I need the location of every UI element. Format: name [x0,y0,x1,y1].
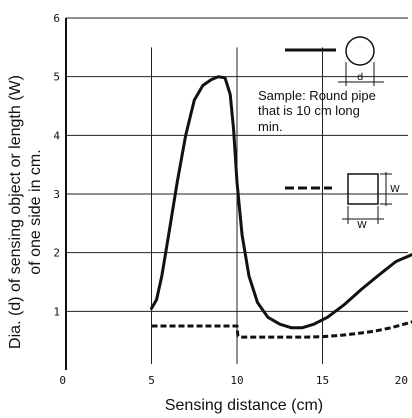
square-plate-icon [347,173,379,205]
legend-round-pipe: d [285,36,384,86]
x-tick-label-15: 15 [316,374,329,387]
y-axis-label-line1: Dia. (d) of sensing object or length (W) [7,75,24,349]
y-tick-label-3: 3 [53,188,60,201]
x-tick-label-5: 5 [148,374,155,387]
y-tick-label-5: 5 [53,71,60,84]
y-tick-label-1: 1 [53,305,60,318]
x-axis-label: Sensing distance (cm) [165,397,323,414]
y-tick-label-6: 6 [53,12,60,25]
series-dashed-line [151,320,412,339]
square-plate-dim-v-label: W [390,184,400,195]
round-pipe-dim-label: d [357,72,363,83]
sample-note-line2: that is 10 cm long [258,103,360,118]
legend-square-plate: W W [285,172,400,231]
y-axis-label-line2: of one side in cm. [27,149,44,274]
grid-lines [66,17,408,364]
y-tick-label-2: 2 [53,247,60,260]
sample-note-line3: min. [258,119,283,134]
y-axis-label-line2-group: of one side in cm. [27,149,44,274]
square-plate-dim-h-label: W [357,220,367,231]
y-tick-label-4: 4 [53,129,60,142]
y-axis-label-group: Dia. (d) of sensing object or length (W) [7,75,24,349]
sample-note: Sample: Round pipe that is 10 cm long mi… [258,88,376,134]
x-tick-label-10: 10 [230,374,243,387]
x-tick-label-0: 0 [59,374,66,387]
series-layer [150,75,412,339]
round-pipe-icon [345,36,375,66]
x-tick-label-20: 20 [395,374,408,387]
sample-note-line1: Sample: Round pipe [258,88,376,103]
series-solid-line [150,75,412,330]
tick-labels: 1 2 3 4 5 6 0 5 10 15 20 [53,12,408,387]
